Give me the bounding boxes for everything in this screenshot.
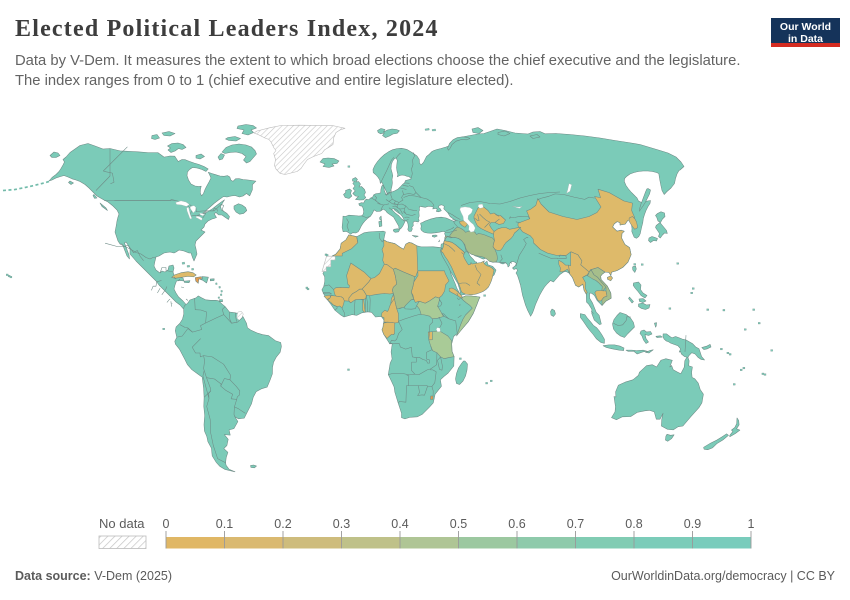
svg-text:0.3: 0.3 <box>333 517 350 531</box>
svg-text:0.9: 0.9 <box>684 517 701 531</box>
svg-text:0.7: 0.7 <box>567 517 584 531</box>
svg-text:0: 0 <box>163 517 170 531</box>
svg-text:0.4: 0.4 <box>391 517 408 531</box>
svg-text:0.2: 0.2 <box>274 517 291 531</box>
svg-text:1: 1 <box>748 517 755 531</box>
svg-text:0.6: 0.6 <box>508 517 525 531</box>
svg-text:0.5: 0.5 <box>450 517 467 531</box>
svg-text:0.8: 0.8 <box>625 517 642 531</box>
svg-text:0.1: 0.1 <box>216 517 233 531</box>
svg-text:No data: No data <box>99 516 145 531</box>
